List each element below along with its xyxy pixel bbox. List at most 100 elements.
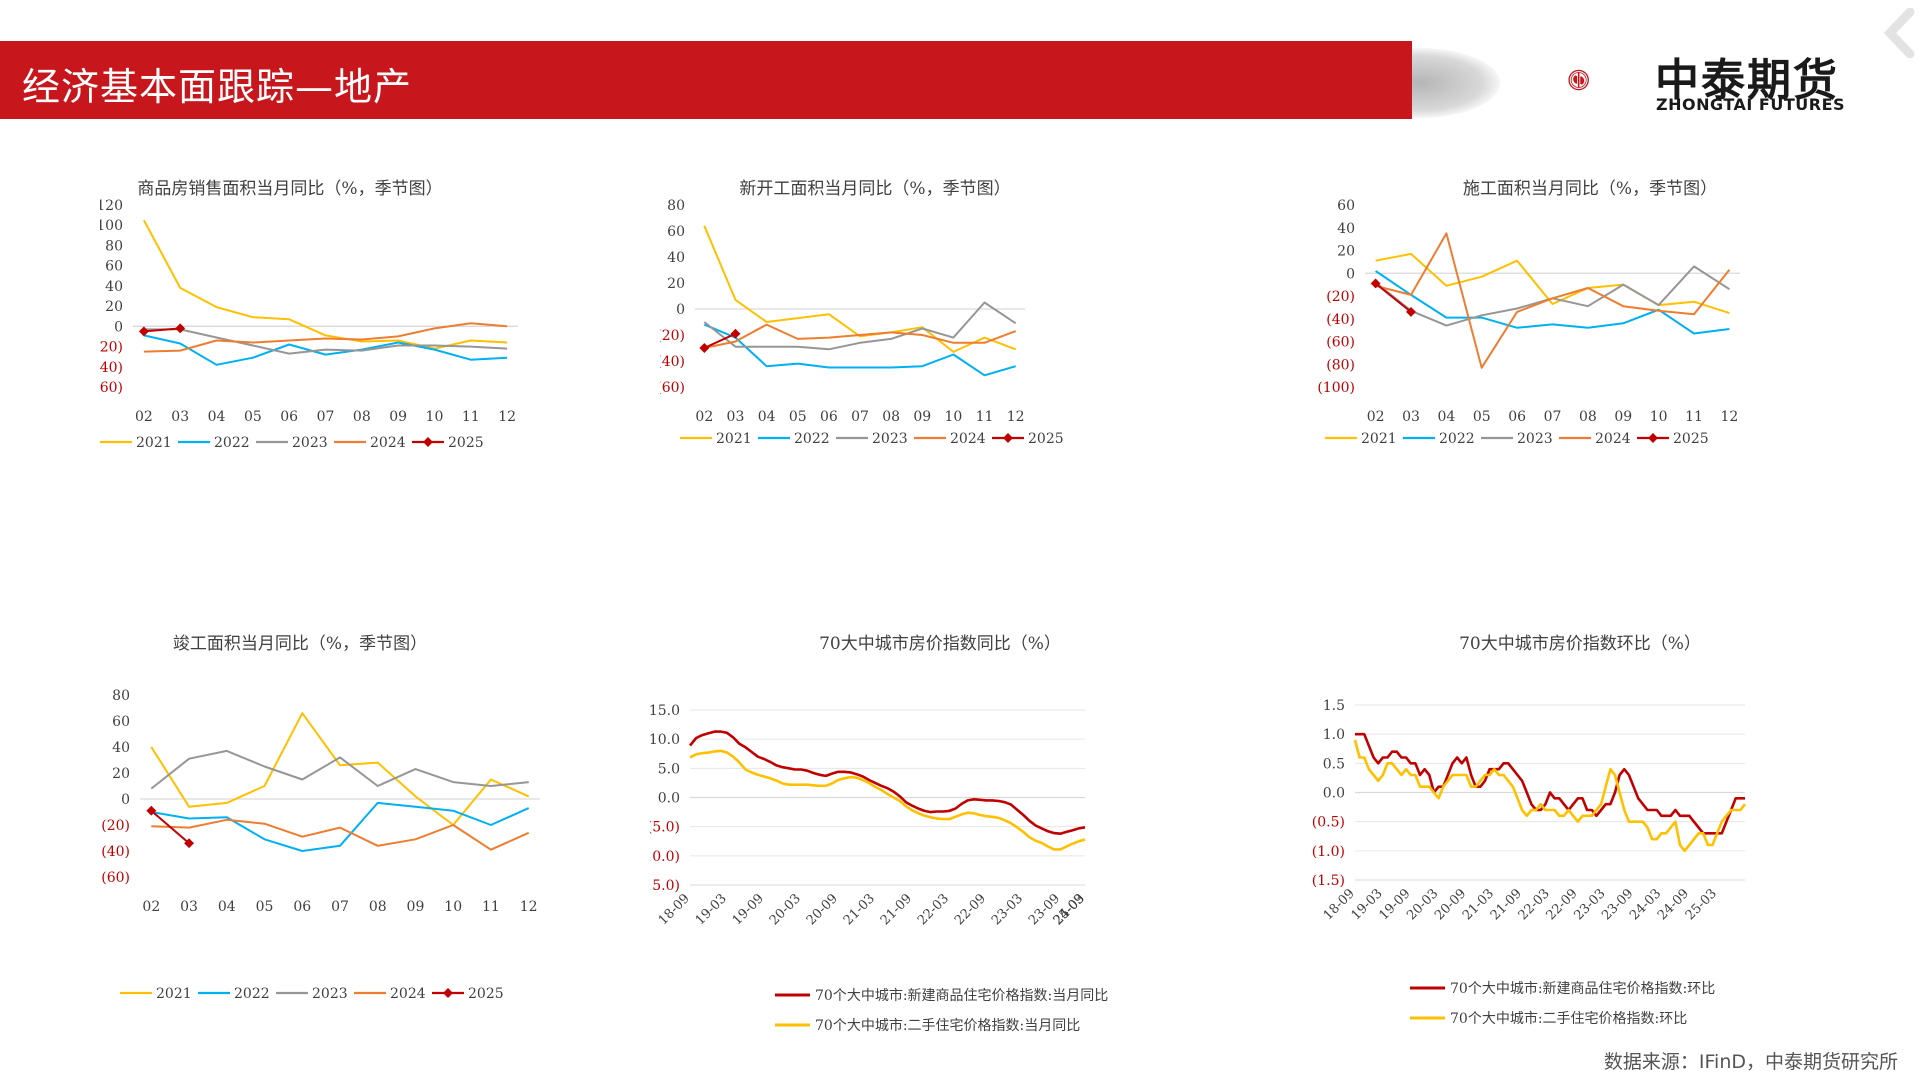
logo-name-cn: 中泰期货	[1655, 55, 1839, 106]
y-tick-label: (15.0)	[650, 878, 680, 894]
x-tick-label: 22-03	[915, 891, 952, 928]
y-tick-label: (5.0)	[650, 820, 680, 836]
series-marker-2025	[175, 323, 186, 334]
x-tick-label: 20-09	[804, 891, 841, 928]
series-line-2021	[150, 712, 530, 826]
series-line-2021	[703, 225, 1017, 353]
y-tick-label: (100)	[1317, 380, 1355, 396]
series-line-series-0	[1355, 732, 1745, 835]
y-tick-label: 0	[121, 792, 130, 808]
legend-label: 2022	[794, 431, 830, 447]
chart-completions: 竣工面积当月同比（%，季节图） (60) (40) (20) 0 20 40 60 80 02 03…	[101, 634, 540, 1002]
series-line-series-1	[1353, 739, 1747, 853]
x-tick-label: 07	[851, 409, 869, 425]
y-tick-label: (1.5)	[1312, 873, 1345, 889]
x-tick-label: 12	[498, 409, 516, 425]
x-tick-label: 05	[244, 409, 262, 425]
x-tick-label: 05	[789, 409, 807, 425]
x-tick-label: 06	[280, 409, 298, 425]
logo-mark-icon	[1568, 69, 1589, 91]
x-tick-label: 07	[331, 899, 349, 915]
legend-label: 70个大中城市:新建商品住宅价格指数:当月同比	[815, 987, 1108, 1004]
y-tick-label: 1.0	[1323, 727, 1345, 743]
y-tick-label: 80	[105, 238, 123, 254]
y-tick-label: 40	[1337, 221, 1355, 237]
series-line-2025	[143, 327, 181, 333]
y-tick-label: 20	[112, 766, 130, 782]
chart-title: 70大中城市房价指数环比（%）	[1459, 634, 1701, 654]
x-tick-label: 06	[293, 899, 311, 915]
x-tick-label: 04	[218, 899, 236, 915]
y-tick-label: 20	[105, 299, 123, 315]
series-line-series-0	[688, 730, 1086, 835]
legend-label: 2024	[370, 435, 406, 451]
legend-marker-2025	[423, 437, 433, 447]
x-tick-label: 05	[1473, 409, 1491, 425]
y-tick-label: 0	[114, 319, 123, 335]
legend-marker-2025	[1648, 433, 1658, 443]
chart-price-yoy: 70大中城市房价指数同比（%） (15.0) (10.0) (5.0) 0.0 5.0 10…	[650, 634, 1108, 1034]
y-tick-label: (40)	[101, 844, 130, 860]
chart-title: 新开工面积当月同比（%，季节图）	[739, 179, 1010, 199]
y-tick-label: 40	[667, 250, 685, 266]
x-tick-label: 08	[882, 409, 900, 425]
x-tick-label: 02	[142, 899, 160, 915]
x-tick-label: 21-09	[878, 891, 915, 928]
x-tick-label: 09	[1614, 409, 1632, 425]
y-tick-label: (60)	[1326, 335, 1355, 351]
x-tick-label: 08	[369, 899, 387, 915]
series-line-2022	[703, 323, 1016, 377]
chart-sales: 商品房销售面积当月同比（%，季节图）(60)(40)(20)0204060801…	[100, 179, 518, 451]
y-tick-label: 0.0	[1323, 786, 1345, 802]
y-tick-label: (20)	[1326, 289, 1355, 305]
legend-label: 2025	[468, 986, 504, 1002]
y-tick-label: (40)	[100, 360, 123, 376]
series-line-series-1	[689, 749, 1086, 851]
x-tick-label: 03	[171, 409, 189, 425]
legend-label: 2022	[234, 986, 270, 1002]
x-tick-label: 22-09	[952, 891, 989, 928]
series-line-2023	[703, 301, 1017, 351]
x-tick-label: 05	[256, 899, 274, 915]
legend-label: 70个大中城市:新建商品住宅价格指数:环比	[1450, 980, 1715, 997]
x-tick-label: 10	[944, 409, 962, 425]
series-line-2023	[150, 749, 529, 790]
legend-label: 2022	[214, 435, 250, 451]
series-line-2025	[1374, 282, 1412, 313]
y-tick-label: 120	[100, 198, 123, 214]
y-tick-label: 60	[112, 714, 130, 730]
legend-label: 2021	[136, 435, 172, 451]
series-line-2023	[143, 328, 508, 355]
y-tick-label: 20	[1337, 244, 1355, 260]
y-tick-label: 10.0	[650, 732, 680, 748]
chart-new-starts: 新开工面积当月同比（%，季节图） (60) (40) (20) 0 20 40 60 80 02 0…	[660, 179, 1064, 447]
series-line-2024	[1375, 232, 1731, 369]
y-tick-label: 40	[112, 740, 130, 756]
x-tick-label: 08	[1579, 409, 1597, 425]
y-tick-label: 60	[667, 224, 685, 240]
page-title: 经济基本面跟踪—地产	[22, 65, 413, 109]
y-tick-label: 5.0	[658, 761, 680, 777]
x-tick-label: 11	[976, 409, 994, 425]
x-tick-label: 04	[1437, 409, 1455, 425]
y-tick-label: (1.0)	[1312, 844, 1345, 860]
x-tick-label: 09	[407, 899, 425, 915]
y-tick-label: 0.5	[1323, 756, 1345, 772]
legend-label: 2023	[292, 435, 328, 451]
y-tick-label: (60)	[100, 380, 123, 396]
y-tick-label: (0.5)	[1312, 815, 1345, 831]
x-tick-label: 11	[462, 409, 480, 425]
series-line-2021	[143, 219, 508, 350]
chart-title: 施工面积当月同比（%，季节图）	[1463, 179, 1717, 199]
legend-label: 2021	[156, 986, 192, 1002]
x-tick-label: 12	[520, 899, 538, 915]
legend-label: 2025	[1028, 431, 1064, 447]
x-tick-label: 08	[353, 409, 371, 425]
y-tick-label: (20)	[101, 818, 130, 834]
legend-label: 2021	[716, 431, 752, 447]
y-tick-label: 0	[1346, 266, 1355, 282]
chart-title: 商品房销售面积当月同比（%，季节图）	[137, 179, 442, 199]
x-tick-label: 04	[758, 409, 776, 425]
x-tick-label: 03	[1402, 409, 1420, 425]
header-bar	[0, 41, 1412, 119]
